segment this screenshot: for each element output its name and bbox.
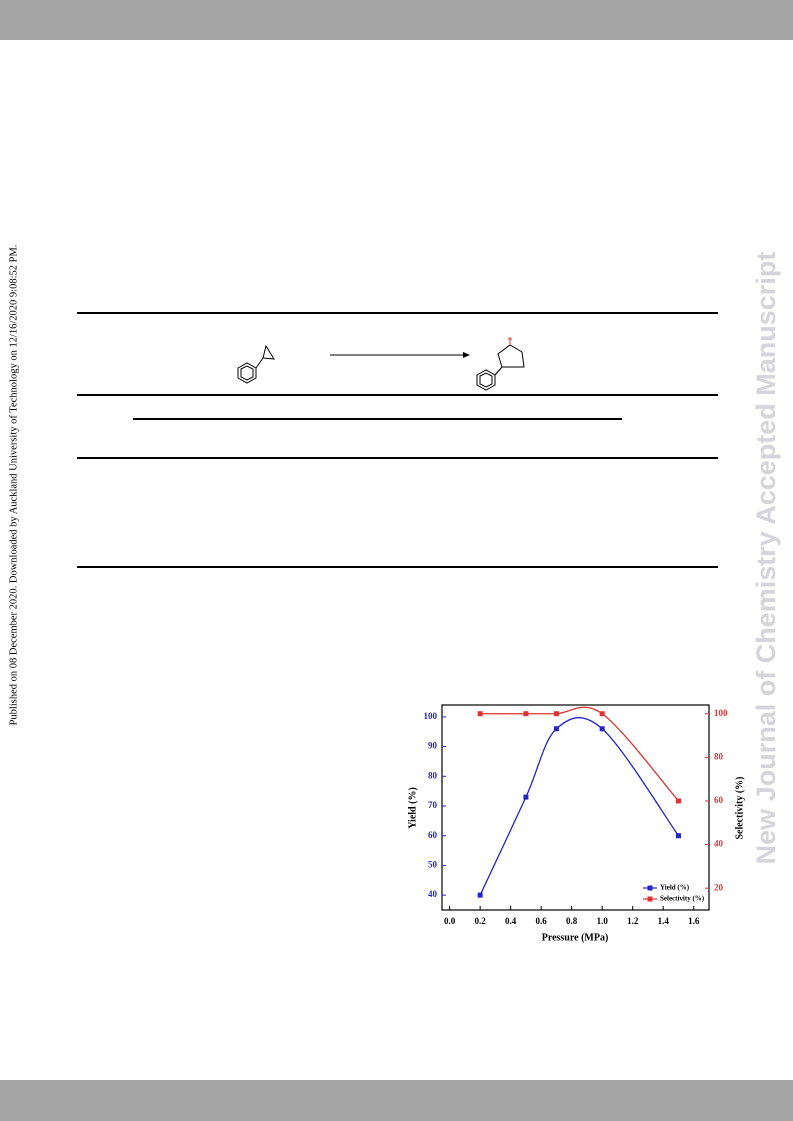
marker [675, 833, 681, 839]
y2-tick-label: 40 [714, 839, 724, 849]
x-tick-label: 1.0 [597, 916, 609, 926]
y2-axis-label: Selectivity (%) [734, 776, 745, 839]
y-tick-label: 80 [428, 770, 438, 780]
legend-label: Yield (%) [660, 884, 690, 892]
x-tick-label: 0.8 [566, 916, 578, 926]
series-line [479, 717, 680, 896]
y-axis-label: Yield (%) [407, 787, 418, 829]
x-axis-label: Pressure (MPa) [542, 932, 609, 943]
y-tick-label: 90 [428, 741, 438, 751]
chart: Pressure (MPa) Yield (%) Selectivity (%)… [407, 704, 745, 943]
y2-tick-label: 100 [714, 708, 728, 718]
x-tick-label: 0.4 [505, 916, 517, 926]
footer-bar [0, 1080, 793, 1121]
marker [477, 892, 483, 898]
y2-tick-label: 20 [714, 882, 724, 892]
y2-tick-label: 80 [714, 751, 724, 761]
marker [675, 798, 681, 804]
marker [553, 711, 559, 717]
x-tick-label: 1.6 [688, 916, 700, 926]
marker [599, 711, 605, 717]
marker [553, 726, 559, 732]
series-line [480, 706, 679, 802]
y2-tick-label: 60 [714, 795, 724, 805]
x-tick-label: 0.6 [536, 916, 548, 926]
y-tick-label: 40 [428, 889, 438, 899]
marker [523, 711, 529, 717]
y-tick-label: 60 [428, 830, 438, 840]
arrow [330, 352, 470, 358]
side-note: Published on 08 December 2020. Downloade… [8, 245, 19, 726]
y-tick-label: 70 [428, 800, 438, 810]
header-bar [0, 0, 793, 40]
watermark: New Journal of Chemistry Accepted Manusc… [751, 252, 781, 865]
y-tick-label: 50 [428, 859, 438, 869]
legend-marker [647, 885, 653, 891]
reactant [237, 344, 275, 384]
x-tick-label: 0.2 [475, 916, 487, 926]
x-tick-label: 1.2 [627, 916, 639, 926]
marker [523, 794, 529, 800]
x-tick-label: 1.4 [658, 916, 670, 926]
table-rules [77, 312, 718, 568]
legend-marker [647, 896, 653, 902]
product [476, 337, 525, 391]
marker [599, 726, 605, 732]
plot-frame [441, 704, 710, 911]
marker [477, 711, 483, 717]
y-tick-label: 100 [424, 711, 438, 721]
x-tick-label: 0.0 [444, 916, 456, 926]
legend-label: Selectivity (%) [660, 895, 705, 903]
